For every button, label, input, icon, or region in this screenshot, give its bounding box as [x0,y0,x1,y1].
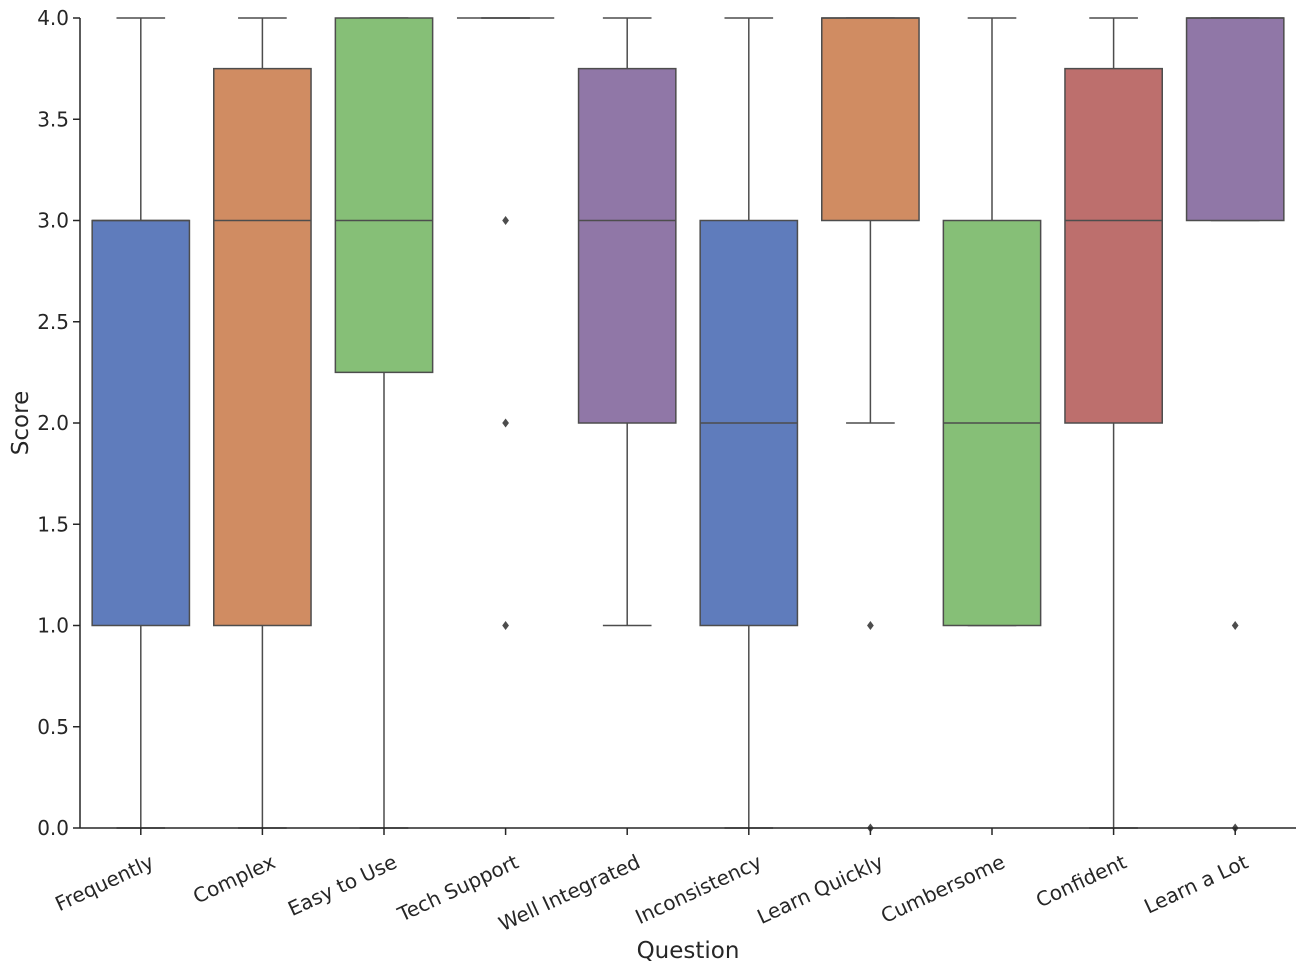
y-tick-label: 3.5 [37,107,69,131]
box-iqr [91,219,191,627]
y-axis-title: Score [8,391,34,455]
y-tick-label: 1.0 [37,614,69,638]
x-axis-title: Question [637,938,740,964]
y-tick-label: 4.0 [37,6,69,30]
y-tick-label: 2.0 [37,411,69,435]
box-iqr [1064,67,1163,424]
box-learn-a-lot [1185,17,1285,833]
x-tick-label: Complex [189,849,279,908]
box-well-integrated [577,17,677,627]
x-tick-label: Cumbersome [877,850,1008,928]
box-iqr [821,17,920,222]
y-tick-label: 3.0 [37,209,69,233]
box-inconsistency [699,17,799,829]
outlier-point [502,621,509,630]
box-learn-quickly [821,17,920,833]
box-iqr [577,67,677,424]
y-tick-label: 0.5 [37,715,69,739]
x-tick-label: Frequently [51,849,157,916]
boxes-layer [91,17,1285,833]
outlier-point [867,621,874,630]
x-tick-label: Learn Quickly [753,849,887,928]
y-tick-label: 0.0 [37,816,69,840]
box-frequently [91,17,191,829]
box-confident [1064,17,1163,829]
y-tick-label: 1.5 [37,512,69,536]
box-iqr [213,67,312,627]
box-iqr [1185,17,1285,222]
x-tick-label: Easy to Use [284,850,400,921]
box-complex [213,17,312,829]
x-tick-label: Confident [1032,849,1130,912]
outlier-point [1231,621,1239,630]
outlier-point [502,418,509,428]
box-cumbersome [942,17,1042,627]
x-tick-label: Inconsistency [631,849,765,929]
y-ticks: 0.0 0.5 1.0 1.5 2.0 2.5 3.0 3.5 4.0 [37,6,80,840]
y-tick-label: 2.5 [37,310,69,334]
box-iqr [334,17,434,374]
box-easy-to-use [334,17,434,829]
outlier-point [502,216,509,225]
x-tick-label: Learn a Lot [1140,849,1252,918]
box-tech-support [456,17,555,630]
